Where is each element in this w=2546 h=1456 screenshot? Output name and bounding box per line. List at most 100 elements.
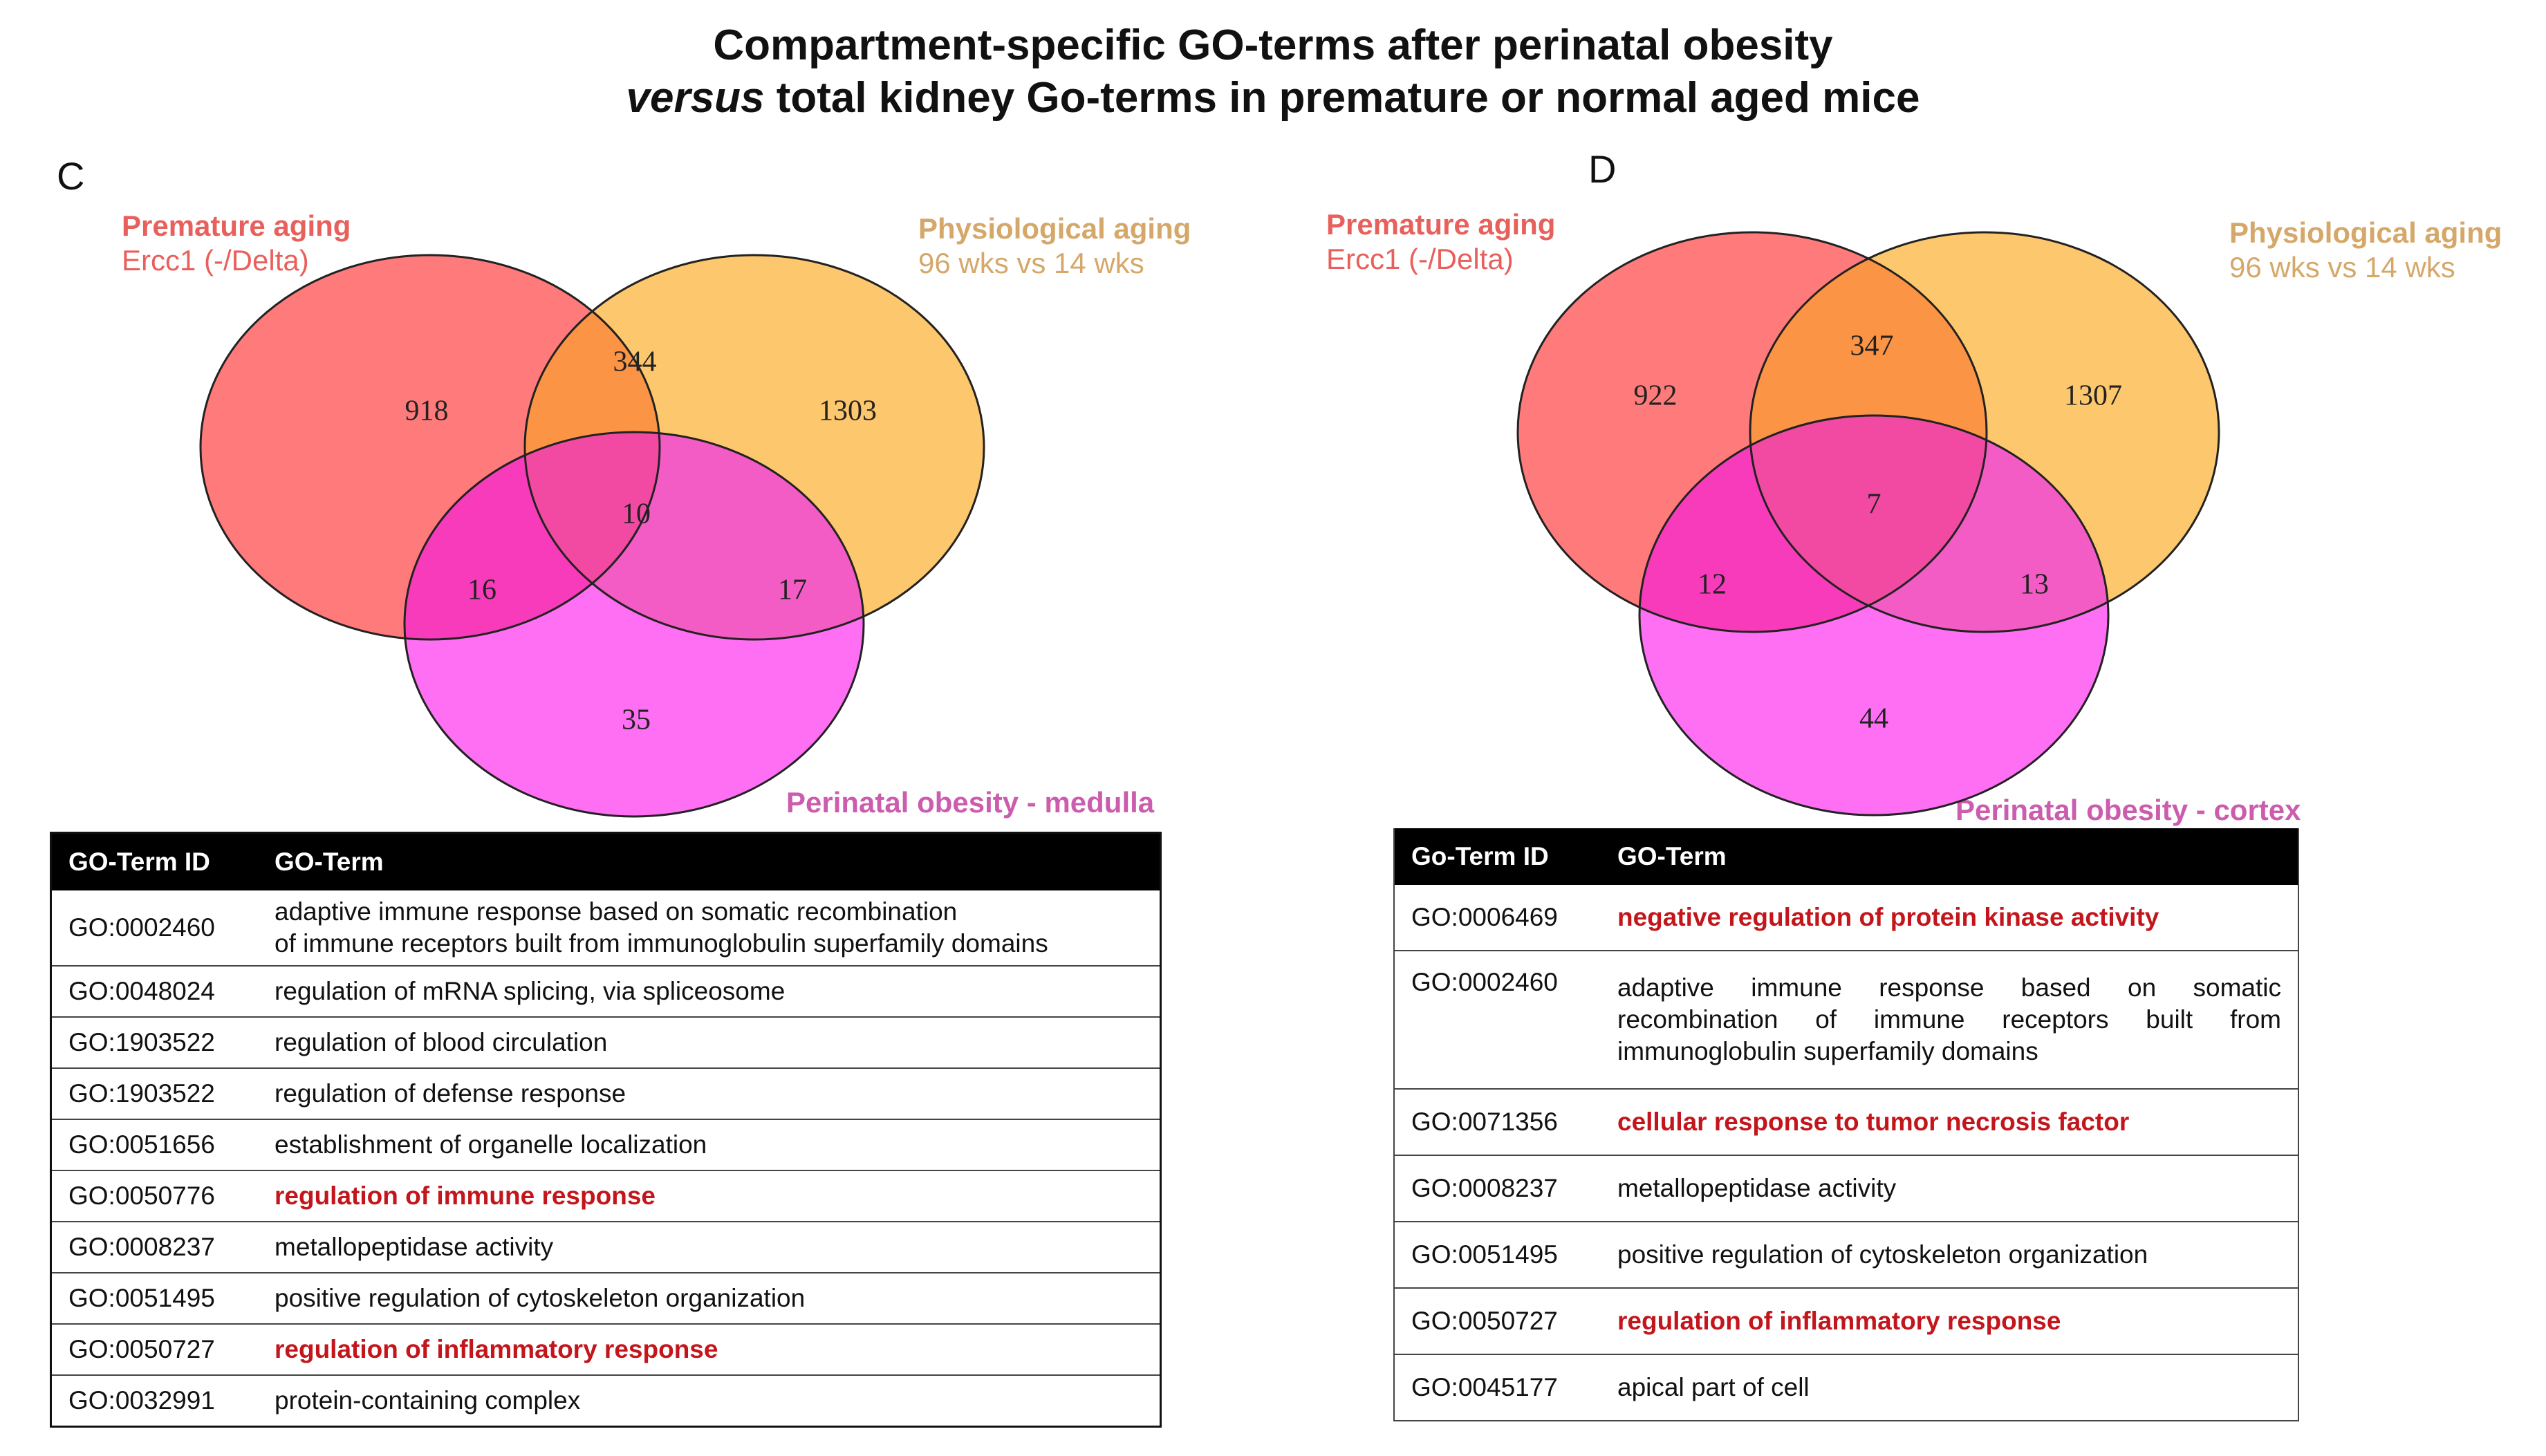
header-go-term: GO-Term — [258, 832, 1161, 890]
physiological-aging-label-d: Physiological aging 96 wks vs 14 wks — [2229, 216, 2502, 285]
count-prem-phys: 344 — [613, 346, 657, 378]
go-term-cell-highlighted: regulation of inflammatory response — [1601, 1287, 2298, 1354]
go-term-cell: establishment of organelle localization — [258, 1119, 1161, 1170]
count-phys-obes: 17 — [778, 575, 807, 606]
perinatal-obesity-label-c: Perinatal obesity - medulla — [786, 786, 1155, 819]
table-row: GO:0051495 positive regulation of cytoske… — [50, 1272, 1161, 1324]
table-header: Go-Term ID GO-Term — [1394, 828, 2298, 885]
premature-aging-sub: Ercc1 (-/Delta) — [122, 244, 309, 277]
go-id-cell: GO:0071356 — [1394, 1088, 1601, 1155]
go-id-cell: GO:0032991 — [50, 1374, 258, 1427]
go-id-cell: GO:0002460 — [68, 913, 215, 942]
table-row: GO:0051495 positive regulation of cytoske… — [1394, 1221, 2298, 1288]
figure-title-line2: versus total kidney Go-terms in prematur… — [0, 72, 2546, 124]
title-rest: total kidney Go-terms in premature or no… — [764, 74, 1920, 122]
go-term-cell: regulation of blood circulation — [258, 1016, 1161, 1068]
table-row: GO:0002460 adaptive immune response based… — [1394, 950, 2298, 1089]
count-prem-obes: 16 — [467, 575, 496, 606]
go-term-cell: metallopeptidase activity — [1601, 1155, 2298, 1222]
go-term-cell-highlighted: cellular response to tumor necrosis fact… — [1601, 1088, 2298, 1155]
go-term-cell: metallopeptidase activity — [258, 1221, 1161, 1273]
header-go-term-id: GO-Term ID — [50, 832, 258, 890]
go-id-cell: GO:1903522 — [50, 1016, 258, 1068]
perinatal-obesity-label-d: Perinatal obesity - cortex — [1955, 794, 2301, 826]
header-go-term-id: Go-Term ID — [1394, 828, 1601, 885]
table-row: GO:1903522 regulation of defense response — [50, 1067, 1161, 1119]
go-id-cell: GO:0050727 — [50, 1323, 258, 1375]
table-row: GO:0008237 metallopeptidase activity — [1394, 1155, 2298, 1222]
go-id-cell: GO:0051656 — [50, 1119, 258, 1170]
go-term-cell-highlighted: negative regulation of protein kinase ac… — [1617, 903, 2159, 931]
count-premature-only: 918 — [405, 395, 449, 427]
go-term-cell-highlighted: regulation of immune response — [258, 1170, 1161, 1222]
table-row: GO:0050727 regulation of inflammatory res… — [50, 1323, 1161, 1375]
count-premature-only: 922 — [1634, 380, 1678, 412]
table-row: GO:0051656 establishment of organelle loc… — [50, 1119, 1161, 1170]
obesity-outline — [1638, 414, 2110, 816]
go-id-cell: GO:0008237 — [1394, 1155, 1601, 1222]
physiological-aging-name: Physiological aging — [918, 212, 1191, 245]
obesity-outline — [403, 431, 865, 818]
go-id-cell: GO:0006469 — [1411, 903, 1558, 931]
premature-aging-label-d: Premature aging Ercc1 (-/Delta) — [1326, 207, 1555, 277]
panel-letter-d: D — [1588, 147, 1617, 191]
physiological-aging-sub: 96 wks vs 14 wks — [918, 247, 1144, 279]
count-all-three: 7 — [1867, 489, 1881, 521]
premature-aging-name: Premature aging — [1326, 208, 1556, 241]
go-term-cell: apical part of cell — [1601, 1354, 2298, 1421]
go-term-cell: regulation of defense response — [258, 1067, 1161, 1119]
go-term-cell: adaptive immune response based on somati… — [258, 890, 1161, 966]
go-term-cell: positive regulation of cytoskeleton orga… — [1601, 1221, 2298, 1288]
table-row: GO:1903522 regulation of blood circulatio… — [50, 1016, 1161, 1068]
physiological-aging-label-c: Physiological aging 96 wks vs 14 wks — [918, 212, 1191, 281]
panel-letter-c: C — [57, 154, 85, 198]
physiological-outline — [1749, 231, 2220, 633]
physiological-aging-sub: 96 wks vs 14 wks — [2229, 251, 2455, 283]
premature-aging-sub: Ercc1 (-/Delta) — [1326, 243, 1514, 275]
table-row: GO:0045177 apical part of cell — [1394, 1354, 2298, 1421]
figure-title-line1: Compartment-specific GO-terms after peri… — [713, 21, 1833, 69]
title-italic-word: versus — [626, 74, 765, 122]
go-id-cell: GO:0048024 — [50, 965, 258, 1017]
count-obesity-only: 44 — [1859, 703, 1888, 735]
count-obesity-only: 35 — [622, 704, 651, 736]
physiological-aging-name: Physiological aging — [2229, 216, 2502, 249]
go-term-line: of immune receptors built from immunoglo… — [275, 929, 1048, 958]
go-table-d: Go-Term ID GO-Term GO:0006469 negative re… — [1393, 828, 2299, 1421]
go-term-cell: regulation of mRNA splicing, via spliceo… — [258, 965, 1161, 1017]
go-id-cell: GO:0051495 — [1394, 1221, 1601, 1288]
count-physiological-only: 1307 — [2064, 380, 2122, 412]
go-id-cell: GO:0050727 — [1394, 1287, 1601, 1354]
table-header: GO-Term ID GO-Term — [50, 832, 1161, 890]
header-go-term: GO-Term — [1601, 828, 2298, 885]
table-row: GO:0002460 adaptive immune response base… — [51, 890, 1161, 966]
premature-aging-name: Premature aging — [122, 209, 351, 242]
premature-aging-label-c: Premature aging Ercc1 (-/Delta) — [122, 209, 351, 278]
table-row: GO:0050776 regulation of immune response — [50, 1170, 1161, 1222]
go-id-cell: GO:0050776 — [50, 1170, 258, 1222]
count-phys-obes: 13 — [2020, 569, 2049, 601]
table-row: GO:0032991 protein-containing complex — [50, 1374, 1161, 1427]
table-row: GO:0006469 negative regulation of protein… — [1394, 885, 2298, 951]
go-id-cell: GO:0002460 — [1394, 950, 1601, 1089]
table-row: GO:0008237 metallopeptidase activity — [50, 1221, 1161, 1273]
go-id-cell: GO:1903522 — [50, 1067, 258, 1119]
go-id-cell: GO:0051495 — [50, 1272, 258, 1324]
go-term-cell-highlighted: regulation of inflammatory response — [258, 1323, 1161, 1375]
table-row: GO:0071356 cellular response to tumor nec… — [1394, 1088, 2298, 1155]
go-term-cell: protein-containing complex — [258, 1374, 1161, 1427]
table-row: GO:0050727 regulation of inflammatory res… — [1394, 1287, 2298, 1354]
go-table-c: GO-Term ID GO-Term GO:0002460 adaptive i… — [50, 832, 1162, 1428]
go-term-cell: adaptive immune response based on somati… — [1601, 950, 2298, 1089]
physiological-outline — [523, 254, 985, 641]
go-term-line: adaptive immune response based on somati… — [275, 897, 958, 926]
go-id-cell: GO:0008237 — [50, 1221, 258, 1273]
go-id-cell: GO:0045177 — [1394, 1354, 1601, 1421]
count-physiological-only: 1303 — [819, 395, 877, 427]
count-prem-phys: 347 — [1850, 330, 1894, 362]
table-row: GO:0048024 regulation of mRNA splicing, v… — [50, 965, 1161, 1017]
premature-outline — [1516, 231, 1988, 633]
count-all-three: 10 — [622, 498, 651, 530]
